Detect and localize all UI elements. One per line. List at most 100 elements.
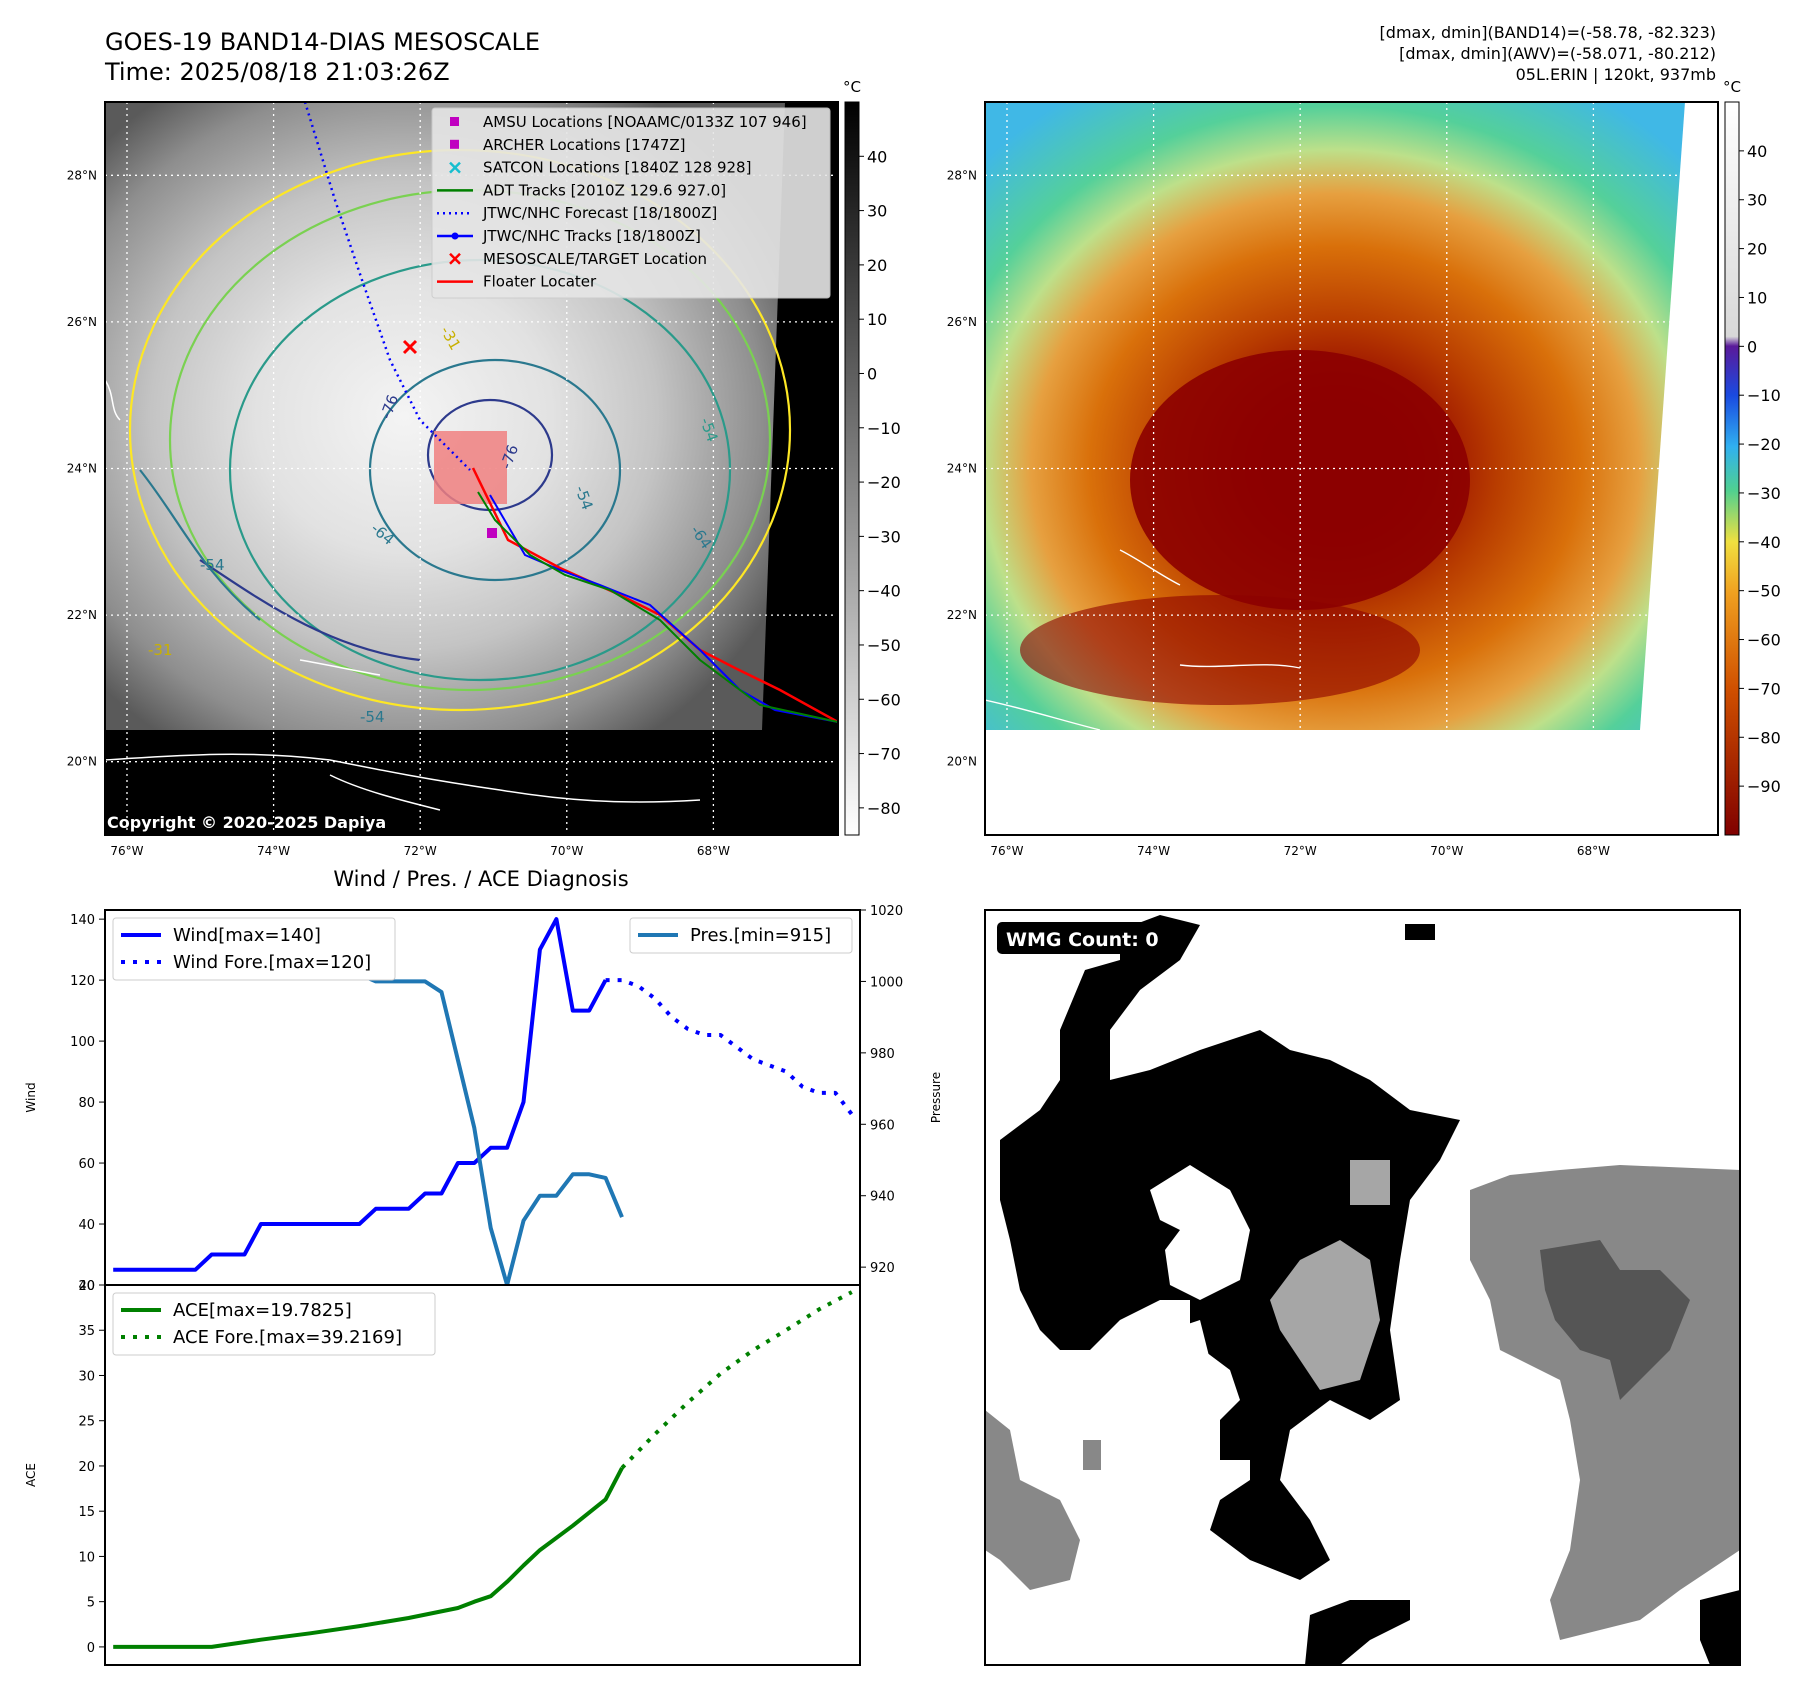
legend-label: JTWC/NHC Forecast [18/1800Z]	[482, 204, 717, 222]
archer-marker	[487, 528, 497, 538]
ace-chart: 0 5 10 15 20 25 30 35 40 ACE ACE[max=19.7825] ACE F…	[24, 1279, 861, 1666]
y-tick-label: 20	[78, 1279, 95, 1294]
target-marker	[402, 339, 418, 355]
awv-colorbar-tick-label: 40	[1747, 142, 1767, 161]
y-tick-label: 140	[70, 913, 95, 928]
ir-colorbar-tick-label: −30	[867, 527, 901, 546]
awv-colorbar-tick-label: −60	[1747, 631, 1781, 650]
lon-label: 72°W	[1284, 844, 1317, 858]
legend-marker	[449, 252, 461, 265]
wmg-gray-core	[1270, 1240, 1380, 1390]
lat-label: 24°N	[947, 462, 977, 476]
ir-colorbar-tick-label: −80	[867, 799, 901, 818]
wmg-dark-gray-region	[1540, 1240, 1690, 1400]
ir-colorbar-tick-label: −40	[867, 582, 901, 601]
wmg-white-hole	[1150, 1165, 1250, 1300]
lon-label: 74°W	[257, 844, 290, 858]
chart-legend-box	[112, 1292, 436, 1356]
series-line	[620, 1290, 853, 1470]
awv-colorbar-tick-label: −80	[1747, 728, 1781, 747]
lon-label: 72°W	[404, 844, 437, 858]
awv-gridlines	[985, 102, 1718, 835]
ir-map-frame	[104, 101, 839, 836]
contour-ring	[139, 469, 261, 621]
ir-colorbar-tick-label: −60	[867, 690, 901, 709]
awv-colorbar-tick-label: −70	[1747, 679, 1781, 698]
lat-label: 28°N	[67, 168, 97, 182]
y-tick-label: 15	[78, 1505, 95, 1520]
ir-colorbar-tick-label: −70	[867, 745, 901, 764]
contour-label: -54	[360, 708, 385, 726]
lat-label: 20°N	[947, 755, 977, 769]
chart-legend-label: Pres.[min=915]	[690, 925, 831, 946]
awv-colorbar-tick-label: 0	[1747, 337, 1757, 356]
y-tick-label: 60	[78, 1157, 95, 1172]
chart-legend-label: Wind[max=140]	[173, 925, 321, 946]
y-tick-label: 40	[78, 1218, 95, 1233]
series-line	[113, 1466, 624, 1649]
awv-cold-band	[1020, 595, 1420, 705]
contour-ring	[368, 358, 622, 582]
y-axis-label: Wind	[24, 1082, 38, 1112]
figure-time: Time: 2025/08/18 21:03:26Z	[104, 58, 450, 86]
chart-legend-label: ACE Fore.[max=39.2169]	[173, 1327, 402, 1348]
coastline	[105, 379, 121, 421]
wmg-count-label: WMG Count: 0	[1006, 929, 1159, 951]
awv-colorbar-unit: °C	[1723, 78, 1741, 96]
y-tick-label: 100	[70, 1035, 95, 1050]
coastline	[985, 699, 1101, 731]
wmg-black-region	[1700, 1590, 1740, 1665]
forecast-track	[303, 102, 471, 471]
figure-title: GOES-19 BAND14-DIAS MESOSCALE	[105, 28, 540, 56]
coastline	[1119, 549, 1181, 586]
awv-colorbar	[1724, 101, 1740, 836]
chart-legend-box	[629, 917, 853, 954]
y-tick-label: 0	[87, 1641, 95, 1656]
info-band14: [dmax, dmin](BAND14)=(-58.78, -82.323)	[1380, 23, 1716, 42]
wmg-black-region	[1305, 1600, 1410, 1665]
target-box	[434, 431, 507, 504]
copyright: Copyright © 2020-2025 Dapiya	[107, 813, 386, 832]
y-tick-label: 20	[78, 1460, 95, 1475]
wmg-shapes	[985, 915, 1740, 1665]
info-awv: [dmax, dmin](AWV)=(-58.071, -80.212)	[1399, 44, 1716, 63]
lon-label: 76°W	[990, 844, 1023, 858]
chart-legend-label: ACE[max=19.7825]	[173, 1300, 352, 1321]
ir-colorbar-tick-label: 10	[867, 310, 887, 329]
series-line	[605, 978, 854, 1116]
legend-label: JTWC/NHC Tracks [18/1800Z]	[482, 227, 701, 245]
y-axis-label: ACE	[24, 1463, 38, 1487]
legend-marker	[450, 139, 459, 149]
legend-marker-dot	[451, 232, 459, 240]
y2-tick-label: 920	[870, 1261, 895, 1276]
lon-label: 74°W	[1137, 844, 1170, 858]
y2-tick-label: 1020	[870, 904, 903, 919]
ir-colorbar-tick-label: −10	[867, 419, 901, 438]
lat-label: 22°N	[67, 608, 97, 622]
y-tick-label: 25	[78, 1415, 95, 1430]
chart-legend-box	[112, 917, 396, 981]
ir-colorbar-unit: °C	[843, 78, 861, 96]
lon-label: 70°W	[1430, 844, 1463, 858]
wmg-panel: WMG Count: 0	[984, 909, 1741, 1666]
y-tick-label: 5	[87, 1596, 95, 1611]
ir-colorbar-tick-label: −20	[867, 473, 901, 492]
ir-colorbar-tick-label: 20	[867, 256, 887, 275]
adt-track	[477, 491, 838, 723]
coastline	[329, 774, 441, 811]
wmg-black-spot	[1405, 924, 1435, 940]
lon-label: 68°W	[1577, 844, 1610, 858]
legend-marker	[449, 161, 461, 174]
awv-colorbar-tick-label: −10	[1747, 386, 1781, 405]
lon-label: 68°W	[697, 844, 730, 858]
ir-colorbar-tick-label: 0	[867, 364, 877, 383]
ir-colorbar-tick-label: 30	[867, 202, 887, 221]
awv-map-frame	[984, 101, 1719, 836]
awv-colorbar-tick-label: 20	[1747, 240, 1767, 259]
awv-colorbar-tick-label: −20	[1747, 435, 1781, 454]
coastline	[105, 753, 701, 803]
info-storm: 05L.ERIN | 120kt, 937mb	[1516, 65, 1716, 84]
legend-label: Floater Locater	[483, 273, 597, 291]
y-tick-label: 120	[70, 974, 95, 989]
y2-tick-label: 1000	[870, 975, 903, 990]
